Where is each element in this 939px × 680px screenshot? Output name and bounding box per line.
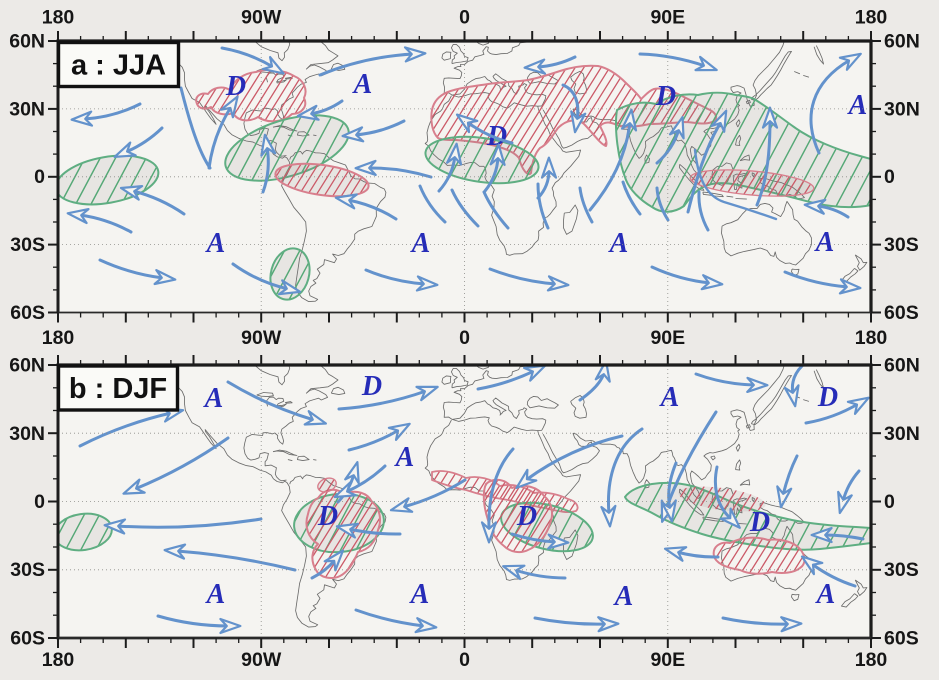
svg-text:D: D: [361, 371, 382, 402]
svg-text:30N: 30N: [9, 423, 45, 445]
svg-text:30N: 30N: [884, 98, 920, 120]
svg-text:D: D: [225, 71, 246, 102]
svg-text:D: D: [655, 81, 676, 112]
svg-text:90E: 90E: [650, 327, 685, 349]
svg-text:90E: 90E: [650, 7, 685, 29]
svg-text:A: A: [608, 228, 629, 259]
svg-text:60S: 60S: [10, 628, 45, 650]
svg-text:A: A: [814, 227, 835, 258]
svg-text:A: A: [659, 382, 680, 413]
svg-text:0: 0: [459, 649, 470, 671]
svg-text:180: 180: [855, 7, 888, 29]
svg-text:90E: 90E: [650, 649, 685, 671]
svg-text:180: 180: [855, 327, 888, 349]
svg-text:60N: 60N: [884, 355, 920, 377]
svg-text:30N: 30N: [9, 98, 45, 120]
svg-text:180: 180: [855, 649, 888, 671]
svg-text:180: 180: [42, 7, 75, 29]
svg-text:60S: 60S: [10, 302, 45, 324]
svg-text:A: A: [409, 579, 430, 610]
svg-text:90W: 90W: [241, 7, 282, 29]
svg-text:A: A: [815, 579, 836, 610]
svg-text:90W: 90W: [241, 327, 282, 349]
svg-text:60N: 60N: [884, 31, 920, 53]
svg-text:0: 0: [884, 166, 895, 188]
svg-text:60S: 60S: [884, 302, 919, 324]
svg-text:A: A: [847, 90, 868, 121]
svg-text:A: A: [352, 69, 373, 100]
svg-text:A: A: [205, 228, 226, 259]
svg-text:90W: 90W: [241, 649, 282, 671]
svg-text:A: A: [410, 228, 431, 259]
svg-text:A: A: [613, 581, 634, 612]
svg-text:D: D: [516, 501, 537, 532]
svg-text:A: A: [205, 579, 226, 610]
svg-text:180: 180: [42, 649, 75, 671]
svg-text:D: D: [749, 507, 770, 538]
svg-text:30N: 30N: [884, 423, 920, 445]
svg-text:30S: 30S: [10, 559, 45, 581]
svg-text:180: 180: [42, 327, 75, 349]
svg-text:b : DJF: b : DJF: [69, 373, 167, 405]
svg-text:60N: 60N: [9, 31, 45, 53]
svg-text:a : JJA: a : JJA: [71, 50, 166, 82]
svg-text:30S: 30S: [10, 234, 45, 256]
svg-text:D: D: [817, 382, 838, 413]
svg-text:D: D: [317, 501, 338, 532]
svg-text:A: A: [394, 442, 415, 473]
svg-text:30S: 30S: [884, 559, 919, 581]
svg-text:0: 0: [34, 491, 45, 513]
svg-text:0: 0: [884, 491, 895, 513]
svg-text:60N: 60N: [9, 355, 45, 377]
svg-text:60S: 60S: [884, 628, 919, 650]
svg-text:0: 0: [459, 327, 470, 349]
svg-text:A: A: [203, 383, 224, 414]
svg-text:0: 0: [34, 166, 45, 188]
svg-text:0: 0: [459, 7, 470, 29]
svg-text:D: D: [486, 121, 507, 152]
svg-text:30S: 30S: [884, 234, 919, 256]
